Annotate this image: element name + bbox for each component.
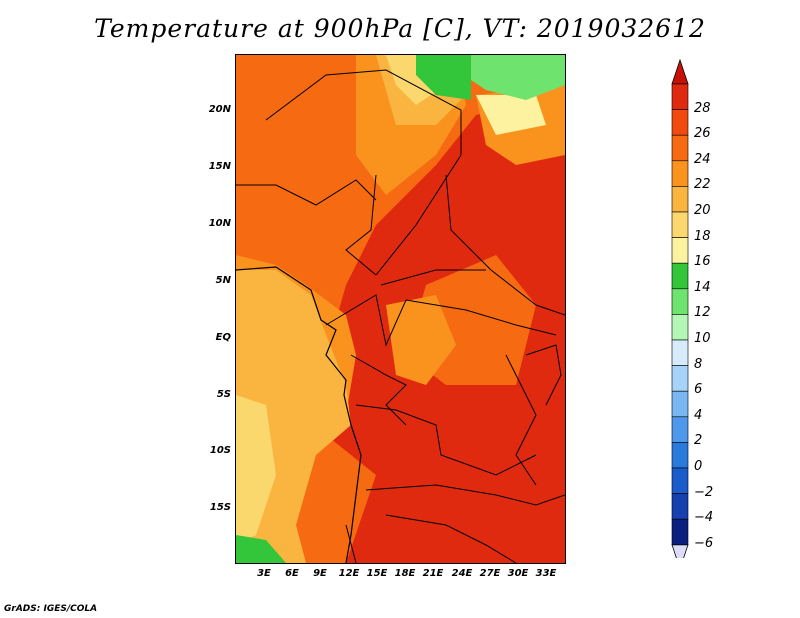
temperature-map <box>236 55 565 563</box>
temperature-region-14 <box>416 55 471 100</box>
temperature-region-12 <box>471 55 565 100</box>
colorbar <box>671 58 689 558</box>
lat-tick-15n: 15N <box>208 161 231 172</box>
colorbar-label: 0 <box>694 459 703 474</box>
colorbar-segment <box>671 288 689 315</box>
colorbar-segment <box>671 109 689 136</box>
lon-tick-3e: 3E <box>257 568 271 579</box>
colorbar-segment <box>671 416 689 443</box>
lat-tick-20n: 20N <box>208 104 231 115</box>
colorbar-label: 2 <box>694 433 703 449</box>
colorbar-label: 28 <box>694 100 711 116</box>
temperature-region-18 <box>236 395 276 545</box>
lon-tick-15e: 15E <box>366 568 388 579</box>
colorbar-segment <box>671 134 689 162</box>
colorbar-label: 20 <box>694 203 711 218</box>
colorbar-segment <box>671 83 689 110</box>
colorbar-label: 26 <box>694 126 711 142</box>
lat-tick-5n: 5N <box>215 275 231 286</box>
colorbar-label: 16 <box>694 254 711 270</box>
colorbar-segment <box>671 211 689 238</box>
coastline <box>236 266 362 563</box>
colorbar-bottom-arrow <box>671 544 689 558</box>
lat-tick-10s: 10S <box>209 445 231 456</box>
temperature-region-22c <box>386 295 456 385</box>
lat-tick-eq: EQ <box>215 332 231 343</box>
lon-tick-12e: 12E <box>338 568 360 579</box>
colorbar-segment <box>671 237 689 264</box>
colorbar-segment <box>671 493 689 520</box>
map-plot-area <box>235 54 566 564</box>
colorbar-segment <box>671 262 689 290</box>
colorbar-segment <box>671 314 689 341</box>
lat-tick-5s: 5S <box>216 389 231 400</box>
colorbar-segment <box>671 339 689 366</box>
grads-credit: GrADS: IGES/COLA <box>4 604 98 614</box>
lon-tick-9e: 9E <box>313 568 327 579</box>
lon-tick-18e: 18E <box>394 568 416 579</box>
colorbar-segment <box>671 186 689 213</box>
colorbar-segment <box>671 160 689 187</box>
colorbar-label: 12 <box>694 305 711 321</box>
lon-tick-30e: 30E <box>507 568 529 579</box>
colorbar-segment <box>671 365 689 392</box>
colorbar-label: 24 <box>694 151 711 167</box>
lat-tick-10n: 10N <box>208 218 231 229</box>
lon-tick-24e: 24E <box>451 568 473 579</box>
lon-tick-6e: 6E <box>285 568 299 579</box>
colorbar-segment <box>671 442 689 469</box>
lon-tick-27e: 27E <box>479 568 501 579</box>
colorbar-segment <box>671 467 689 494</box>
colorbar-segment <box>671 518 689 546</box>
colorbar-label: −2 <box>694 484 714 500</box>
colorbar-segment <box>671 390 689 418</box>
lat-tick-15s: 15S <box>209 502 231 513</box>
chart-title: Temperature at 900hPa [C], VT: 201903261… <box>94 14 706 43</box>
temperature-region-16 <box>476 95 546 135</box>
colorbar-label: 8 <box>694 356 703 372</box>
colorbar-label: −6 <box>694 535 714 551</box>
country-borders <box>236 69 565 563</box>
colorbar-label: 6 <box>694 382 703 398</box>
temperature-region-14b <box>236 535 286 563</box>
colorbar-label: 14 <box>694 279 711 295</box>
colorbar-label: 4 <box>694 407 703 423</box>
colorbar-label: 18 <box>694 228 711 244</box>
lon-tick-21e: 21E <box>422 568 444 579</box>
lon-tick-33e: 33E <box>535 568 557 579</box>
colorbar-label: −4 <box>694 510 714 526</box>
colorbar-label: 22 <box>694 177 711 193</box>
colorbar-label: 10 <box>694 331 711 346</box>
colorbar-top-arrow <box>671 58 689 85</box>
